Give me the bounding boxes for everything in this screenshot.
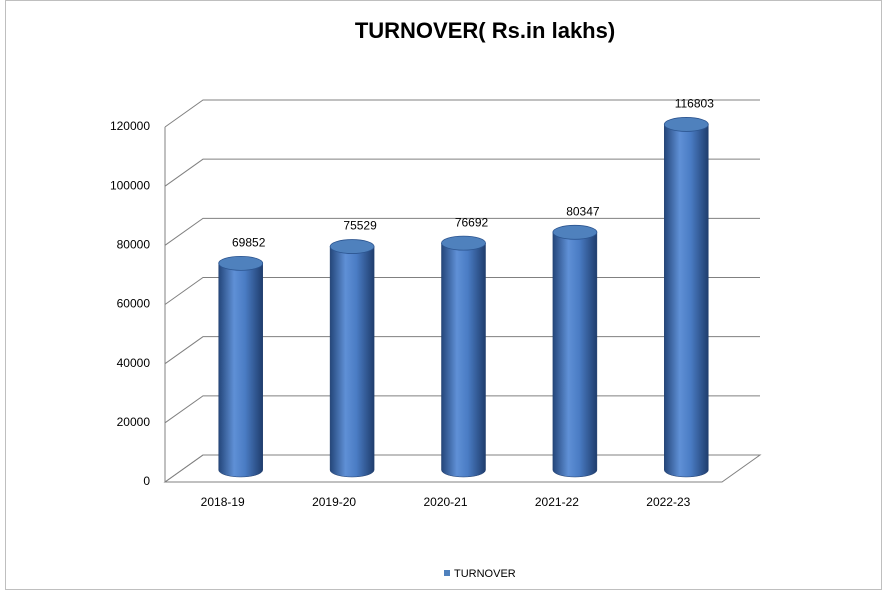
x-tick-label: 2018-19	[201, 495, 245, 509]
bar	[664, 124, 709, 478]
bar	[441, 242, 486, 478]
bar	[218, 263, 263, 478]
y-tick-label: 120000	[110, 119, 150, 133]
y-tick-label: 0	[143, 474, 150, 488]
bar	[552, 232, 598, 478]
bar-top	[329, 239, 375, 254]
chart-title: TURNOVER( Rs.in lakhs)	[355, 18, 615, 43]
grid-line	[164, 99, 760, 128]
y-tick-label: 20000	[117, 415, 151, 429]
data-label: 116803	[675, 97, 714, 111]
bar-top	[663, 117, 709, 132]
data-label: 80347	[566, 204, 600, 218]
bar-top	[218, 255, 264, 271]
data-label: 69852	[232, 236, 266, 250]
data-label: 76692	[455, 215, 489, 229]
y-tick-label: 40000	[117, 356, 151, 370]
legend-swatch	[444, 570, 450, 576]
data-label: 75529	[343, 219, 377, 233]
x-tick-label: 2022-23	[646, 495, 690, 509]
x-tick-label: 2020-21	[423, 495, 467, 509]
grid-line	[164, 158, 760, 187]
y-tick-label: 100000	[110, 178, 150, 192]
y-tick-label: 80000	[117, 238, 151, 252]
bar-top	[552, 224, 598, 240]
x-tick-label: 2019-20	[312, 495, 356, 509]
bar	[329, 246, 375, 478]
bar-top	[441, 235, 486, 251]
grid-line	[164, 217, 760, 246]
legend-label: TURNOVER	[454, 568, 516, 580]
y-tick-label: 60000	[117, 297, 151, 311]
x-tick-label: 2021-22	[535, 495, 579, 509]
